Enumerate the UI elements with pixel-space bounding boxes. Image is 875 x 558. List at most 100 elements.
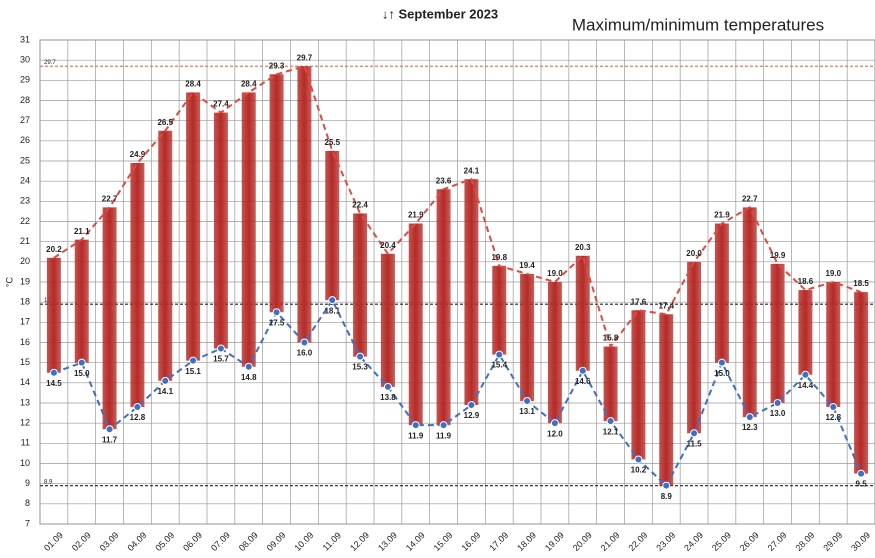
value-label: 23.6: [436, 176, 452, 185]
min-marker: [300, 338, 309, 347]
value-label: 20.2: [46, 245, 62, 254]
max-line: [53, 64, 862, 349]
x-tick-label: 30.09: [849, 530, 872, 553]
value-label: 14.1: [157, 387, 173, 396]
y-tick-label: 16: [20, 337, 30, 347]
y-tick-label: 24: [20, 176, 30, 186]
value-label: 22.7: [742, 194, 758, 203]
value-label: 18.6: [798, 277, 814, 286]
y-tick-label: 19: [20, 276, 30, 286]
value-label: 21.1: [74, 227, 90, 236]
value-label: 15.3: [352, 363, 368, 372]
min-marker: [745, 413, 754, 422]
min-marker: [272, 308, 281, 317]
value-label: 17.4: [658, 301, 674, 310]
value-label: 22.4: [352, 201, 368, 210]
min-marker: [244, 362, 253, 371]
value-label: 20.3: [575, 243, 591, 252]
y-tick-label: 28: [20, 95, 30, 105]
bar: [46, 257, 61, 373]
bar: [575, 255, 590, 371]
value-label: 14.5: [46, 379, 62, 388]
value-label: 11.9: [408, 431, 424, 440]
bar: [74, 239, 89, 363]
value-label: 16.0: [297, 349, 313, 358]
value-label: 21.9: [408, 211, 424, 220]
value-label: 15.1: [185, 367, 201, 376]
value-label: 12.9: [464, 411, 480, 420]
x-tick-label: 28.09: [793, 530, 816, 553]
min-marker: [717, 358, 726, 367]
min-marker: [829, 403, 838, 412]
bar: [297, 66, 312, 343]
x-tick-label: 07.09: [209, 530, 232, 553]
bar: [186, 92, 201, 361]
bar: [854, 292, 869, 474]
bar: [714, 223, 729, 363]
y-tick-label: 15: [20, 357, 30, 367]
value-label: 12.8: [825, 413, 841, 422]
value-label: 18.1: [324, 306, 340, 315]
bar: [436, 189, 451, 426]
value-label: 19.8: [491, 253, 507, 262]
bar: [464, 179, 479, 406]
value-label: 12.1: [603, 427, 619, 436]
bar: [547, 282, 562, 424]
bar: [520, 273, 535, 401]
bar: [380, 253, 395, 387]
min-marker: [189, 356, 198, 365]
min-marker: [578, 366, 587, 375]
value-label: 28.4: [185, 80, 201, 89]
x-tick-label: 23.09: [654, 530, 677, 553]
value-label: 14.4: [798, 381, 814, 390]
bar: [742, 207, 757, 418]
value-label: 22.7: [102, 194, 118, 203]
min-marker: [328, 296, 337, 305]
bar: [687, 261, 702, 434]
min-marker: [662, 481, 671, 490]
x-tick-label: 22.09: [626, 530, 649, 553]
x-tick-label: 06.09: [181, 530, 204, 553]
x-tick-label: 03.09: [98, 530, 121, 553]
bar: [241, 92, 256, 367]
value-label: 12.3: [742, 423, 758, 432]
value-label: 15.4: [491, 361, 507, 370]
value-label: 19.9: [770, 251, 786, 260]
bar: [770, 263, 785, 403]
y-tick-label: 30: [20, 55, 30, 65]
bar: [102, 207, 117, 430]
y-tick-label: 22: [20, 216, 30, 226]
min-marker: [634, 455, 643, 464]
value-label: 17.6: [631, 297, 647, 306]
value-label: 19.0: [825, 269, 841, 278]
x-tick-label: 16.09: [459, 530, 482, 553]
value-label: 29.3: [269, 61, 285, 70]
subtitle-bg: [560, 12, 850, 38]
min-marker: [216, 344, 225, 353]
bar: [269, 74, 284, 313]
x-tick-label: 05.09: [153, 530, 176, 553]
min-marker: [105, 425, 114, 434]
value-label: 11.9: [436, 431, 452, 440]
value-label: 24.1: [464, 166, 480, 175]
value-label: 10.2: [631, 466, 647, 475]
chart-title: ↓↑ September 2023: [382, 6, 498, 21]
bar: [826, 282, 841, 408]
bar: [130, 163, 145, 408]
value-label: 11.7: [102, 435, 118, 444]
bar: [213, 112, 228, 349]
y-tick-label: 10: [20, 458, 30, 468]
min-marker: [383, 382, 392, 391]
x-tick-label: 09.09: [265, 530, 288, 553]
value-label: 15.0: [74, 369, 90, 378]
x-tick-label: 29.09: [821, 530, 844, 553]
value-label: 15.0: [714, 369, 730, 378]
value-label: 24.9: [130, 150, 146, 159]
value-label: 19.0: [547, 269, 563, 278]
min-marker: [49, 368, 58, 377]
value-label: 9.5: [856, 480, 868, 489]
min-marker: [411, 421, 420, 430]
y-tick-label: 20: [20, 256, 30, 266]
bar: [631, 310, 646, 460]
